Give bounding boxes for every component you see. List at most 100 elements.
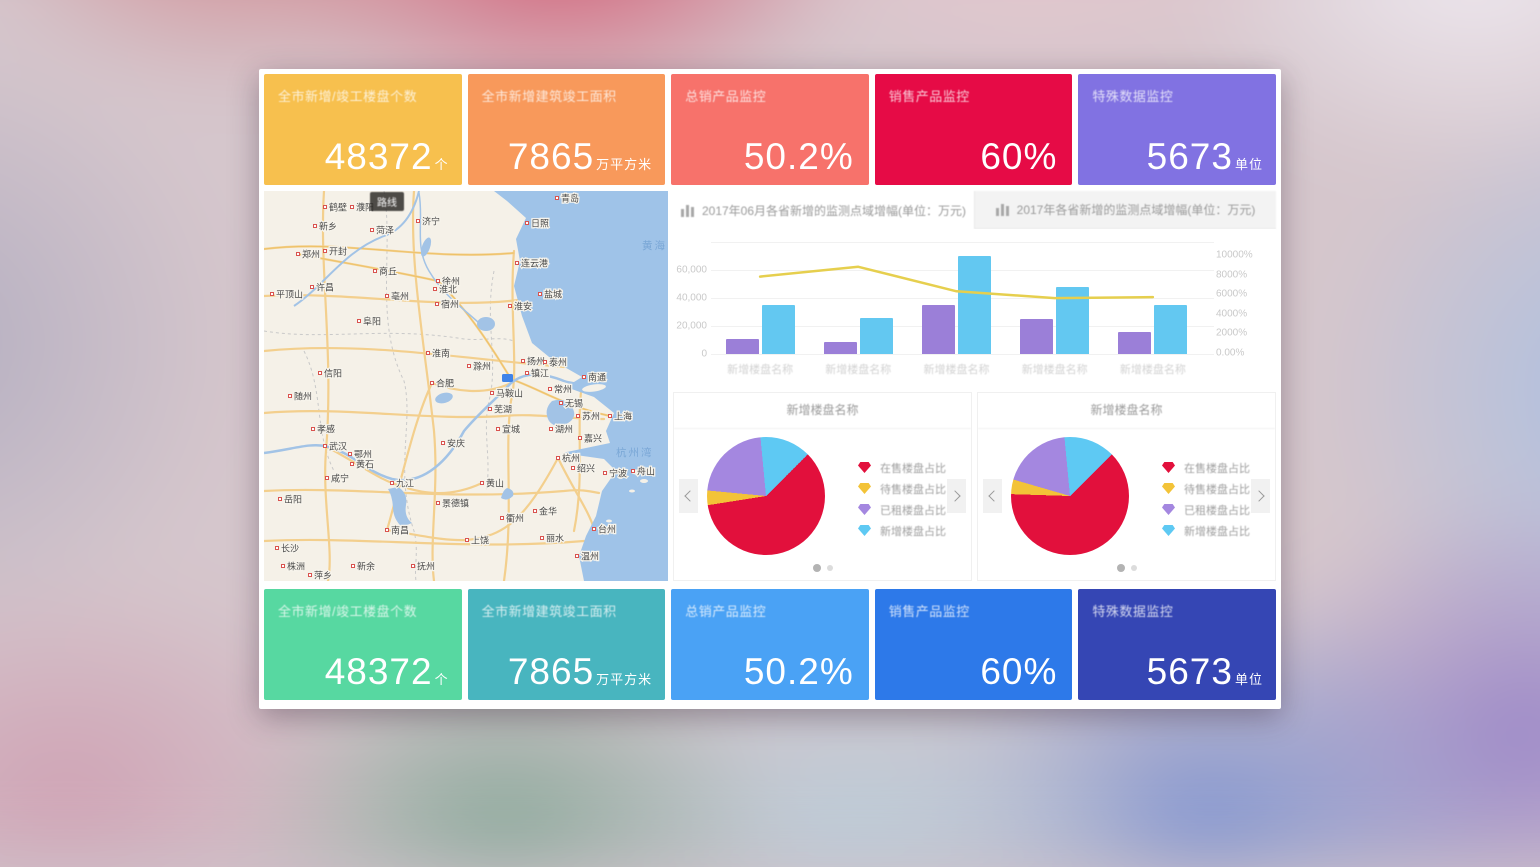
legend-marker-icon bbox=[858, 504, 871, 515]
bar-chart-icon bbox=[680, 204, 694, 217]
y-axis-tick-right: 6000% bbox=[1216, 288, 1248, 300]
stat-card-number: 60% bbox=[980, 136, 1058, 177]
city-label: 安庆 bbox=[447, 438, 465, 449]
pie-title: 新增楼盘名称 bbox=[674, 393, 971, 429]
city-dot bbox=[426, 351, 430, 355]
city-dot bbox=[533, 509, 537, 513]
city-dot bbox=[540, 536, 544, 540]
legend-item[interactable]: 待售楼盘占比 bbox=[1162, 478, 1250, 499]
x-axis-label: 新增楼盘名称 bbox=[1021, 364, 1088, 376]
legend-item[interactable]: 新增楼盘占比 bbox=[858, 520, 946, 541]
city-label: 舟山 bbox=[637, 466, 655, 477]
city-dot bbox=[323, 205, 327, 209]
map-panel[interactable]: 鹤壁 濮阳 新乡 菏泽 济宁 青岛 日照 连云港 郑州 开封 商丘 徐州 淮北 宿州 许昌 平顶山 亳州 阜阳 淮安… bbox=[264, 191, 668, 581]
city-dot bbox=[323, 249, 327, 253]
carousel-dots bbox=[978, 564, 1275, 572]
city-dot bbox=[357, 319, 361, 323]
carousel-dot-1[interactable] bbox=[1116, 564, 1125, 572]
y-axis-tick-left: 60,000 bbox=[676, 264, 707, 276]
city-dot bbox=[548, 387, 552, 391]
chart-tabs: 2017年06月各省新增的监测点域增幅(单位：万元) 2017年各省新增的监测点域… bbox=[673, 191, 1276, 229]
stat-card-unit: 万平方米 bbox=[596, 157, 653, 172]
city-label: 菏泽 bbox=[376, 226, 394, 236]
stat-card: 全市新增建筑竣工面积 7865 万平方米 bbox=[467, 589, 666, 700]
y-axis-tick-left: 20,000 bbox=[676, 320, 707, 332]
chevron-left-icon[interactable] bbox=[983, 479, 1002, 513]
stat-card-number: 50.2% bbox=[743, 136, 854, 177]
city-dot bbox=[592, 527, 596, 531]
stat-card-value: 5673 单位 bbox=[1147, 653, 1263, 690]
city-dot bbox=[435, 302, 439, 306]
tab-chart-1[interactable]: 2017年06月各省新增的监测点域增幅(单位：万元) bbox=[673, 191, 974, 229]
stat-card-unit: 个 bbox=[434, 672, 449, 687]
city-dot bbox=[411, 564, 415, 568]
legend-item[interactable]: 已租楼盘占比 bbox=[858, 499, 946, 520]
stat-card-value: 50.2% bbox=[744, 138, 856, 175]
legend-item[interactable]: 在售楼盘占比 bbox=[1162, 457, 1250, 478]
city-dot bbox=[430, 381, 434, 385]
city-dot bbox=[631, 469, 635, 473]
legend-item-label: 已租楼盘占比 bbox=[880, 504, 946, 517]
city-label: 长沙 bbox=[281, 543, 299, 554]
bar-网签面积 bbox=[823, 342, 857, 354]
stat-card: 总销产品监控 50.2% bbox=[671, 74, 869, 185]
city-label: 信阳 bbox=[324, 368, 342, 379]
x-axis-label: 新增楼盘名称 bbox=[1119, 364, 1186, 376]
city-label: 扬州 bbox=[527, 356, 545, 367]
city-label: 阜阳 bbox=[363, 316, 381, 327]
chevron-right-icon[interactable] bbox=[947, 479, 966, 513]
chevron-left-icon[interactable] bbox=[679, 479, 698, 513]
city-label: 孝感 bbox=[317, 424, 335, 435]
city-label: 萍乡 bbox=[314, 571, 332, 581]
city-dot bbox=[521, 359, 525, 363]
city-dot bbox=[373, 269, 377, 273]
stat-card: 特殊数据监控 5673 单位 bbox=[1078, 589, 1276, 700]
stat-card-value: 60% bbox=[980, 138, 1059, 175]
legend-item[interactable]: 新增楼盘占比 bbox=[1162, 520, 1250, 541]
city-dot bbox=[416, 219, 420, 223]
bar-chart-icon bbox=[995, 204, 1009, 216]
chevron-right-icon[interactable] bbox=[1251, 479, 1270, 513]
bar-成交幅数 bbox=[761, 305, 795, 354]
city-dot bbox=[508, 304, 512, 308]
city-dot bbox=[313, 224, 317, 228]
stat-card-value: 50.2% bbox=[744, 653, 856, 690]
city-label: 九江 bbox=[396, 479, 414, 489]
city-label: 芜湖 bbox=[494, 404, 512, 415]
carousel-dot-2[interactable] bbox=[826, 565, 833, 571]
legend-marker-icon bbox=[1162, 483, 1175, 494]
y-axis-tick-left: 0 bbox=[701, 348, 707, 360]
stat-card-title: 全市新增/竣工楼盘个数 bbox=[278, 604, 418, 619]
pie-carousel: 在售楼盘占比待售楼盘占比 已租楼盘占比 新增楼盘占比 bbox=[978, 429, 1275, 577]
map-selected-marker[interactable] bbox=[502, 374, 513, 382]
stat-card-value: 48372 个 bbox=[325, 138, 449, 175]
city-dot bbox=[515, 261, 519, 265]
grid-line bbox=[711, 242, 1214, 243]
legend-item-label: 新增楼盘占比 bbox=[880, 525, 946, 538]
city-dot bbox=[370, 228, 374, 232]
y-axis-tick-right: 8000% bbox=[1216, 269, 1248, 281]
legend-item[interactable]: 待售楼盘占比 bbox=[858, 478, 946, 499]
carousel-dot-1[interactable] bbox=[812, 564, 821, 572]
map-lakes bbox=[388, 237, 575, 527]
legend-item-label: 在售楼盘占比 bbox=[1184, 462, 1250, 475]
tab-chart-2[interactable]: 2017年各省新增的监测点域增幅(单位：万元) bbox=[974, 191, 1276, 229]
tab-label: 2017年06月各省新增的监测点域增幅(单位：万元) bbox=[701, 203, 967, 218]
legend-item[interactable]: 在售楼盘占比 bbox=[858, 457, 946, 478]
city-dot bbox=[543, 360, 547, 364]
city-dot bbox=[351, 564, 355, 568]
carousel-dot-2[interactable] bbox=[1130, 565, 1137, 571]
city-label: 亳州 bbox=[391, 291, 409, 302]
bar-成交幅数 bbox=[859, 317, 893, 354]
city-label: 泰州 bbox=[549, 357, 567, 368]
city-dot bbox=[496, 427, 500, 431]
stat-card-number: 50.2% bbox=[743, 651, 854, 692]
city-label: 衢州 bbox=[506, 513, 524, 524]
city-dot bbox=[575, 554, 579, 558]
city-label: 日照 bbox=[531, 219, 549, 229]
stat-card: 全市新增/竣工楼盘个数 48372 个 bbox=[264, 74, 462, 185]
legend-marker-icon bbox=[1162, 525, 1175, 536]
city-label: 滁州 bbox=[473, 362, 491, 372]
legend-item[interactable]: 已租楼盘占比 bbox=[1162, 499, 1250, 520]
